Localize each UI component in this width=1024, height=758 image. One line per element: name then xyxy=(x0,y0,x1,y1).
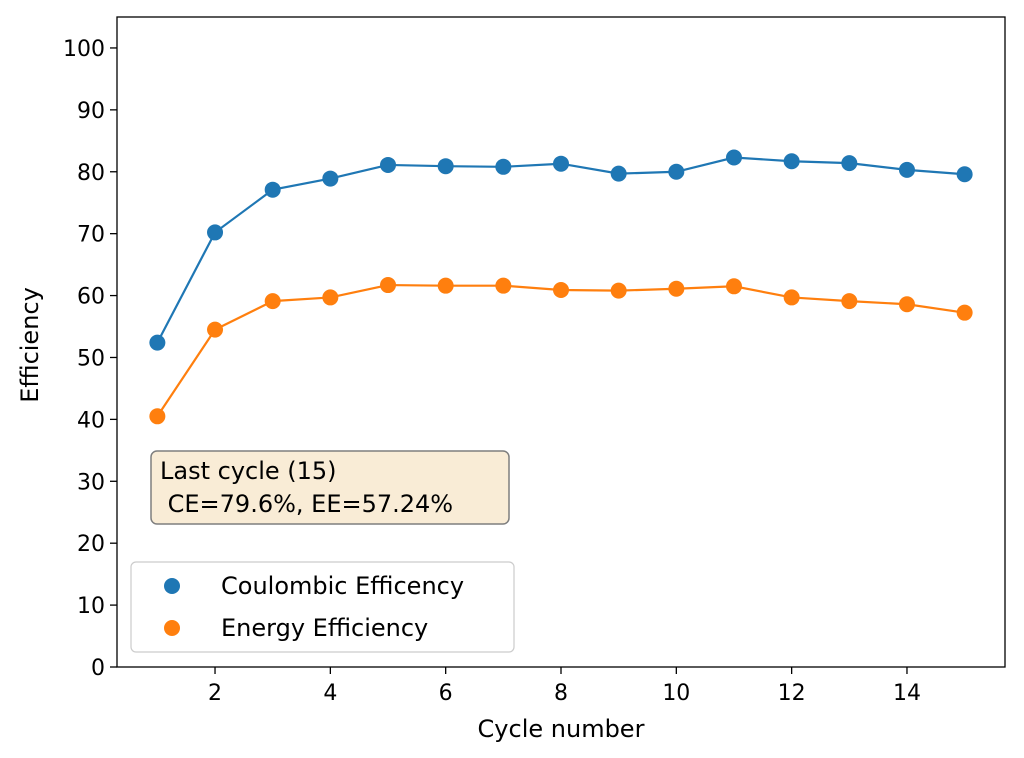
data-point xyxy=(149,408,166,425)
y-tick-label: 80 xyxy=(77,161,105,186)
data-point xyxy=(956,166,973,183)
data-point xyxy=(380,277,397,294)
x-tick-label: 10 xyxy=(662,681,690,706)
data-point xyxy=(264,293,281,310)
data-point xyxy=(322,170,339,187)
x-tick-label: 14 xyxy=(893,681,921,706)
data-point xyxy=(668,163,685,180)
legend-marker-coulombic xyxy=(164,578,180,594)
data-point xyxy=(725,278,742,295)
marks-layer xyxy=(149,149,973,425)
legend-frame xyxy=(130,561,515,653)
data-point xyxy=(668,280,685,297)
y-tick-label: 100 xyxy=(63,37,105,62)
data-point xyxy=(610,165,627,182)
x-tick-label: 8 xyxy=(554,681,568,706)
y-tick-label: 50 xyxy=(77,346,105,371)
x-tick-label: 2 xyxy=(208,681,222,706)
annotation-line-2: CE=79.6%, EE=57.24% xyxy=(160,490,453,518)
x-tick-label: 4 xyxy=(323,681,337,706)
annotation-background xyxy=(150,450,510,525)
annotation-line-1: Last cycle (15) xyxy=(160,457,337,485)
data-point xyxy=(322,289,339,306)
legend-marker-energy xyxy=(164,620,180,636)
y-tick-label: 90 xyxy=(77,99,105,124)
data-point xyxy=(495,158,512,175)
legend: Coulombic Efficency Energy Efficiency xyxy=(130,561,515,653)
y-tick-label: 10 xyxy=(77,594,105,619)
data-point xyxy=(437,277,454,294)
data-point xyxy=(841,293,858,310)
data-point xyxy=(841,155,858,172)
data-point xyxy=(610,282,627,299)
data-point xyxy=(149,334,166,351)
data-point xyxy=(898,161,915,178)
data-point xyxy=(495,277,512,294)
x-tick-label: 6 xyxy=(439,681,453,706)
x-axis-label: Cycle number xyxy=(478,715,645,743)
data-point xyxy=(553,282,569,298)
data-point xyxy=(207,224,224,241)
data-point xyxy=(783,153,800,170)
data-point xyxy=(380,156,397,173)
y-tick-label: 40 xyxy=(77,408,105,433)
x-tick-label: 12 xyxy=(778,681,806,706)
ticks-layer: 2 4 6 8 10 12 14 0 10 20 30 40 50 60 70 80 90 100 xyxy=(63,37,921,706)
y-tick-label: 20 xyxy=(77,532,105,557)
legend-label-coulombic: Coulombic Efficency xyxy=(221,572,464,600)
annotation-box: Last cycle (15) CE=79.6%, EE=57.24% xyxy=(150,450,510,525)
data-point xyxy=(725,149,742,166)
y-tick-label: 0 xyxy=(91,656,105,681)
legend-label-energy: Energy Efficiency xyxy=(221,614,428,642)
y-tick-label: 30 xyxy=(77,470,105,495)
data-point xyxy=(264,181,281,198)
data-point xyxy=(898,296,915,313)
data-point xyxy=(437,158,454,175)
data-point xyxy=(553,155,569,172)
data-point xyxy=(783,289,800,306)
y-tick-label: 70 xyxy=(77,223,105,248)
y-axis-label: Efficiency xyxy=(16,287,44,403)
data-point xyxy=(956,304,973,321)
y-tick-label: 60 xyxy=(77,285,105,310)
data-point xyxy=(207,321,224,338)
